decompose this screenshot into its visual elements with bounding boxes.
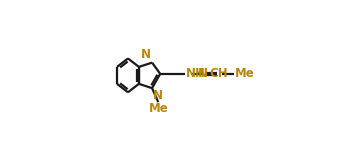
Text: N: N [153, 89, 163, 102]
Text: CH: CH [210, 67, 229, 80]
Text: Me: Me [235, 67, 255, 80]
Text: Me: Me [149, 103, 168, 115]
Text: N: N [141, 48, 151, 61]
Text: N: N [198, 67, 208, 80]
Text: NH: NH [185, 67, 205, 80]
